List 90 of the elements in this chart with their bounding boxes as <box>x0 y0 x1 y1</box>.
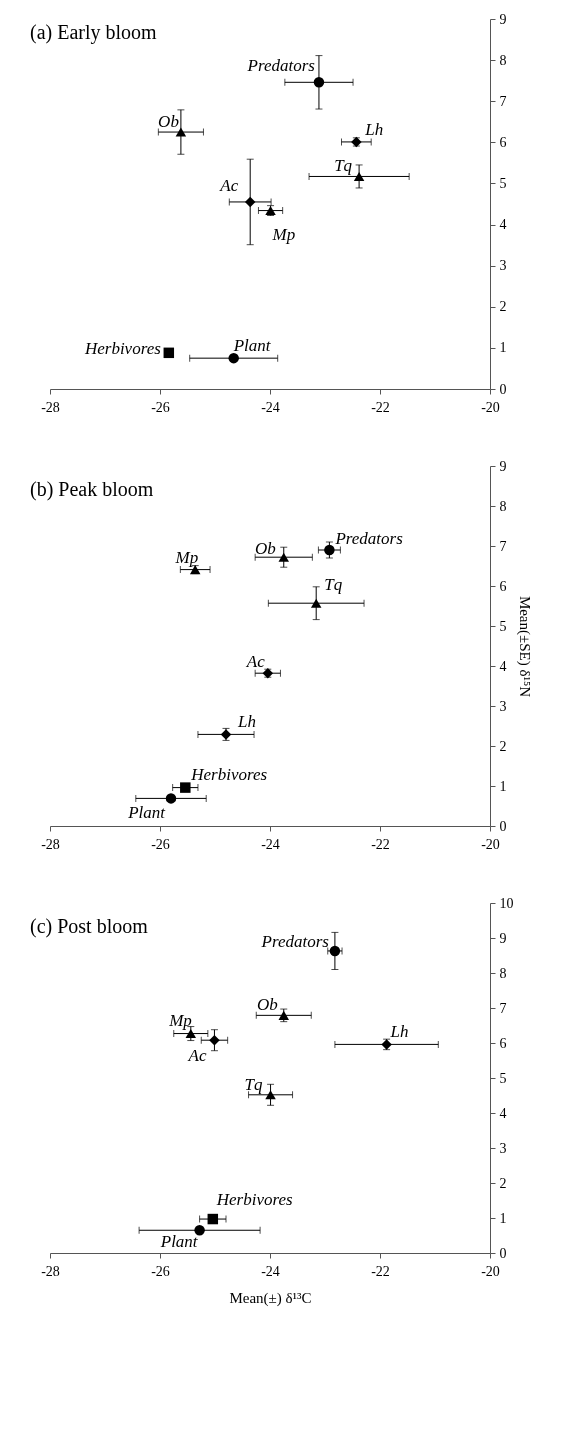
point <box>175 127 187 137</box>
y-tick-label: 8 <box>499 52 507 68</box>
series-label: Ac <box>219 175 239 195</box>
series-label: Predators <box>260 931 330 951</box>
series-label: Ac <box>187 1046 207 1066</box>
y-tick-label: 6 <box>499 1035 507 1051</box>
y-tick-label: 3 <box>499 1140 507 1156</box>
y-tick-label: 2 <box>499 299 507 315</box>
y-tick-label: 0 <box>499 381 507 397</box>
x-tick-label: -26 <box>151 836 170 852</box>
point <box>194 1225 205 1236</box>
y-tick-label: 3 <box>499 698 507 714</box>
x-tick-label: -20 <box>481 836 500 852</box>
x-tick-label: -26 <box>151 1263 170 1279</box>
series-label: Herbivores <box>190 764 268 784</box>
x-tick-label: -22 <box>371 399 390 415</box>
series-label: Tq <box>334 156 353 176</box>
y-tick-label: 8 <box>499 965 507 981</box>
point <box>185 1029 197 1039</box>
y-tick-label: 10 <box>499 895 514 911</box>
point <box>244 196 256 208</box>
point <box>353 171 365 181</box>
point <box>313 77 325 88</box>
y-tick-label: 9 <box>499 458 507 474</box>
x-tick-label: -20 <box>481 1263 500 1279</box>
x-tick-label: -28 <box>41 399 60 415</box>
text: (c) Post bloom <box>30 915 149 938</box>
series-label: Herbivores <box>83 338 162 358</box>
y-tick-label: 9 <box>499 11 507 27</box>
point <box>228 352 239 364</box>
x-tick-label: -28 <box>41 836 60 852</box>
x-tick-label: -24 <box>261 1263 280 1279</box>
y-tick-label: 6 <box>499 134 507 150</box>
x-tick-label: -20 <box>481 399 500 415</box>
series-label: Herbivores <box>215 1190 294 1210</box>
y-tick-label: 7 <box>499 1000 507 1016</box>
x-tick-label: -24 <box>261 399 280 415</box>
y-tick-label: 5 <box>499 175 507 191</box>
y-tick-label: 8 <box>499 498 507 514</box>
y-tick-label: 0 <box>499 818 507 834</box>
y-tick-label: 5 <box>499 618 507 634</box>
y-tick-label: 5 <box>499 1070 507 1086</box>
series-label: Lh <box>237 712 256 732</box>
x-tick-label: -24 <box>261 836 280 852</box>
point <box>265 1090 276 1100</box>
series-label: Mp <box>271 224 296 244</box>
series-label: Predators <box>246 56 316 76</box>
y-tick-label: 4 <box>499 658 507 674</box>
y-axis-title: Mean(±SE) δ¹⁵N <box>515 595 533 698</box>
y-tick-label: 7 <box>499 538 507 554</box>
series-label: Predators <box>334 529 404 548</box>
y-tick-label: 0 <box>499 1245 507 1261</box>
series-label: Mp <box>168 1010 192 1030</box>
series-label: Ac <box>245 652 266 672</box>
series-label: Ob <box>158 112 179 132</box>
point <box>180 782 191 793</box>
point <box>207 1213 219 1225</box>
y-tick-label: 1 <box>499 340 507 356</box>
y-tick-label: 4 <box>499 217 507 233</box>
series-label: Lh <box>389 1022 409 1042</box>
point <box>209 1034 220 1046</box>
point <box>278 552 289 562</box>
y-tick-label: 2 <box>499 1175 507 1191</box>
point <box>163 347 175 359</box>
series-label: Lh <box>364 119 384 139</box>
x-tick-label: -28 <box>41 1263 60 1279</box>
series-label: Ob <box>256 995 278 1015</box>
x-tick-label: -26 <box>151 399 170 415</box>
x-axis-title: Mean(±) δ¹³C <box>229 1289 312 1307</box>
y-tick-label: 2 <box>499 738 507 754</box>
chart-title: (a) Early bloom <box>30 21 158 44</box>
y-tick-label: 3 <box>499 258 507 274</box>
y-tick-label: 6 <box>499 578 507 594</box>
y-tick-label: 1 <box>499 778 507 794</box>
point <box>310 598 322 608</box>
y-tick-label: 9 <box>499 930 507 946</box>
y-tick-label: 4 <box>499 1105 507 1121</box>
point <box>165 793 177 804</box>
series-label: Plant <box>232 336 272 356</box>
series-label: Ob <box>254 539 276 559</box>
y-tick-label: 7 <box>499 93 507 109</box>
series-label: Tq <box>244 1074 264 1094</box>
x-tick-label: -22 <box>371 836 390 852</box>
series-label: Tq <box>324 575 343 595</box>
y-tick-label: 1 <box>499 1210 507 1226</box>
series-label: Plant <box>127 803 167 823</box>
x-tick-label: -22 <box>371 1263 390 1279</box>
series-label: Plant <box>159 1232 199 1252</box>
text: (b) Peak bloom <box>30 478 154 501</box>
series-label: Mp <box>174 547 199 567</box>
